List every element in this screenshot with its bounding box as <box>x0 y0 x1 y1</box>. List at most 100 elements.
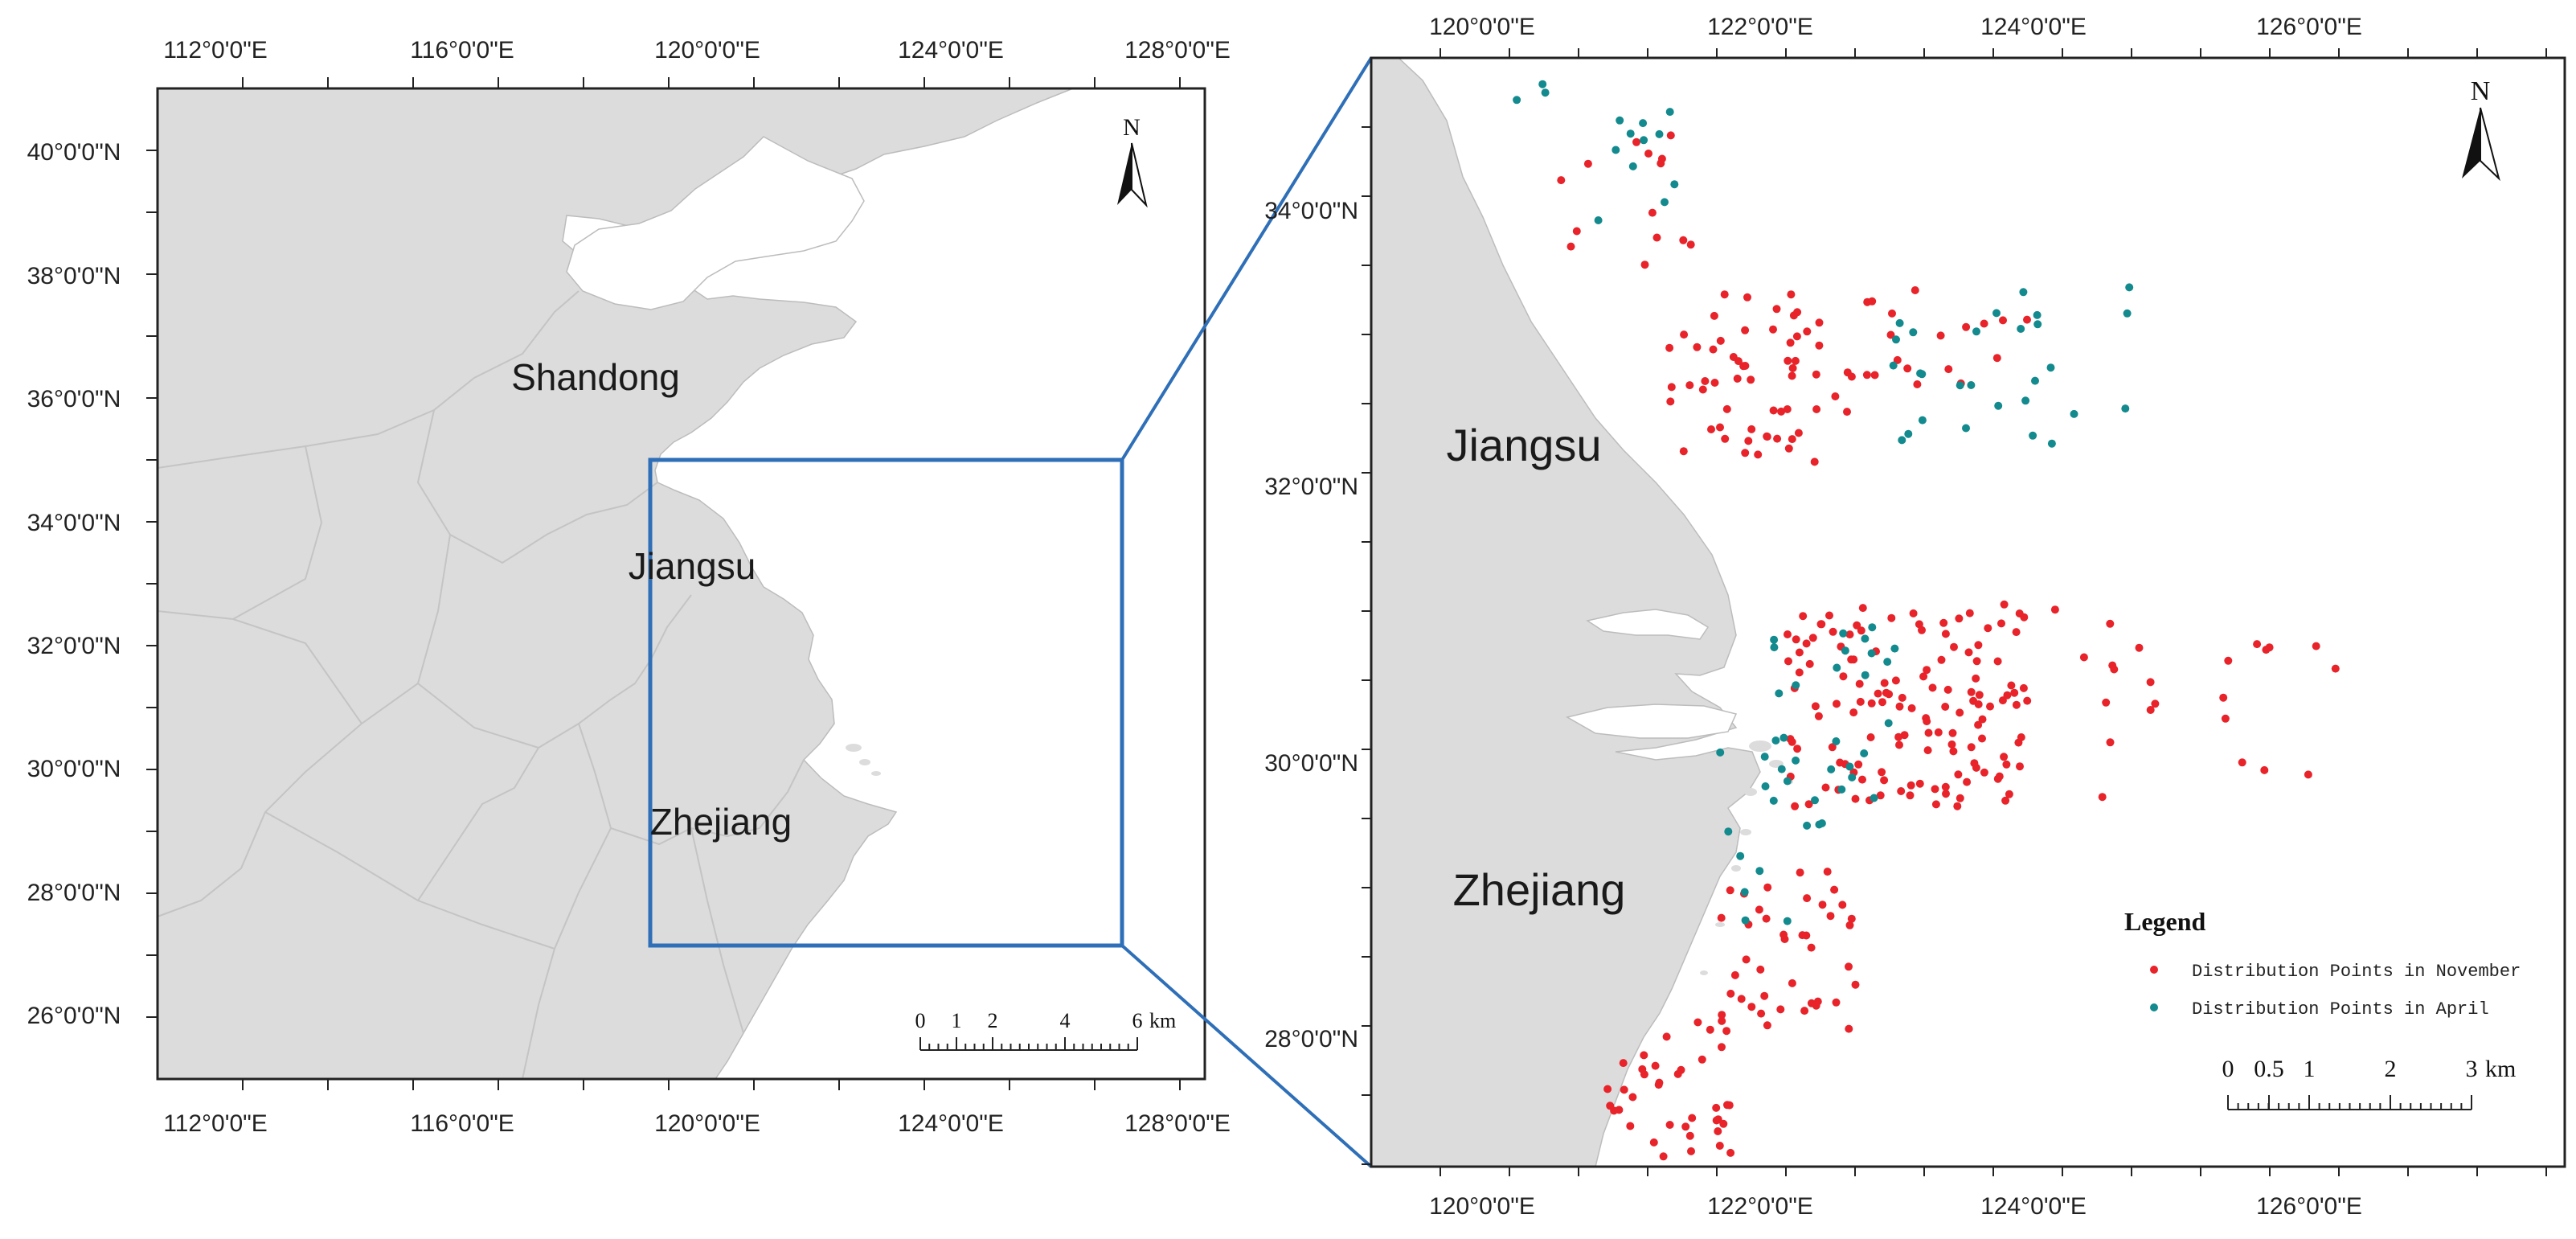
november-point <box>1803 894 1812 903</box>
november-point <box>1776 1005 1785 1014</box>
november-point <box>2312 642 2320 650</box>
november-point <box>2000 600 2009 609</box>
study-area-box <box>648 457 1124 948</box>
november-point <box>1862 371 1871 379</box>
november-point <box>1943 685 1952 694</box>
november-point <box>1870 371 1879 379</box>
november-point <box>1557 176 1566 185</box>
november-point <box>2019 683 2028 692</box>
november-point <box>1974 641 1983 650</box>
overview-lat-label: 30°0'0"N <box>27 756 121 782</box>
november-point <box>1730 970 1739 979</box>
november-point <box>2221 714 2230 723</box>
november-point <box>2023 696 2032 705</box>
overview-lon-label-top: 112°0'0"E <box>163 37 268 64</box>
november-point <box>1974 720 1983 729</box>
april-point <box>1811 796 1819 805</box>
april-point <box>1769 796 1778 805</box>
detail-lon-label-top: 120°0'0"E <box>1429 14 1535 40</box>
province-label-jiangsu: Jiangsu <box>629 545 756 587</box>
november-point <box>1789 311 1798 320</box>
april-point <box>1837 785 1846 794</box>
november-point <box>1795 648 1804 657</box>
november-point <box>2135 643 2144 652</box>
november-point <box>1814 712 1823 720</box>
november-point <box>1626 1122 1635 1130</box>
november-point <box>1948 728 1957 737</box>
april-point <box>1890 644 1899 653</box>
november-point <box>1847 914 1856 923</box>
detail-lat-label: 28°0'0"N <box>1264 1026 1358 1052</box>
april-point <box>1861 671 1870 679</box>
november-point <box>1743 293 1751 302</box>
november-point <box>1652 233 1661 242</box>
november-point <box>1993 657 2002 666</box>
april-point <box>1716 748 1725 757</box>
april-point <box>1884 719 1893 728</box>
november-point <box>1793 745 1802 753</box>
november-point <box>1640 1070 1648 1079</box>
november-point <box>1722 1027 1731 1036</box>
overview-province-borders <box>158 290 805 1079</box>
november-point <box>1931 800 1940 809</box>
november-point <box>1779 930 1788 939</box>
november-point <box>1698 385 1707 394</box>
november-point <box>2151 700 2160 708</box>
april-point <box>1845 762 1854 771</box>
legend-swatch-november <box>2150 966 2158 974</box>
november-point <box>1992 354 2001 363</box>
november-point <box>1821 783 1830 792</box>
november-point <box>1784 356 1792 365</box>
november-point <box>1795 668 1804 677</box>
november-point <box>1882 688 1890 697</box>
april-point <box>1916 369 1925 378</box>
november-point <box>1796 868 1804 877</box>
november-point <box>1956 708 1964 717</box>
november-point <box>2050 605 2059 614</box>
november-point <box>1941 630 1950 638</box>
november-point <box>2023 315 2031 324</box>
november-point <box>1858 775 1866 784</box>
november-point <box>1934 728 1943 736</box>
november-point <box>1716 336 1725 345</box>
april-point <box>2070 409 2078 418</box>
november-point <box>1706 1025 1714 1034</box>
april-point <box>1639 119 1648 128</box>
november-point <box>1868 297 1877 306</box>
april-point <box>1860 749 1869 757</box>
april-point <box>1827 765 1836 773</box>
november-point <box>1747 1003 1756 1011</box>
november-point <box>1915 779 1924 788</box>
november-point <box>1710 379 1719 387</box>
april-point <box>1883 658 1892 667</box>
november-point <box>1763 433 1771 441</box>
november-point <box>1949 747 1958 756</box>
november-point <box>1967 687 1976 696</box>
april-point <box>2046 363 2055 372</box>
legend-item-november: Distribution Points in November <box>2192 962 2521 982</box>
april-point <box>2121 404 2130 413</box>
overview-lon-label-top: 120°0'0"E <box>654 37 760 64</box>
april-point <box>1777 765 1786 773</box>
november-point <box>1939 618 1948 627</box>
april-point <box>1724 827 1733 836</box>
november-point <box>1744 437 1753 445</box>
november-point <box>1970 759 1979 768</box>
april-point <box>1612 146 1620 154</box>
november-point <box>1955 614 1964 623</box>
november-point <box>1693 1018 1702 1027</box>
april-point <box>1841 646 1849 655</box>
november-point <box>1802 639 1811 648</box>
overview-map: 112°0'0"E 116°0'0"E 120°0'0"E 124°0'0"E … <box>27 37 1231 1137</box>
november-point <box>1788 371 1796 380</box>
april-point <box>2123 309 2132 318</box>
province-label-shandong: Shandong <box>511 356 680 398</box>
detail-lon-label-top: 124°0'0"E <box>1980 14 2087 40</box>
november-point <box>1849 708 1858 717</box>
november-point <box>1962 322 1971 331</box>
november-point <box>1978 715 1987 724</box>
november-point <box>1866 733 1875 741</box>
north-arrow-label: N <box>1123 114 1141 141</box>
detail-lat-label: 32°0'0"N <box>1264 474 1358 500</box>
april-point <box>1661 198 1669 207</box>
